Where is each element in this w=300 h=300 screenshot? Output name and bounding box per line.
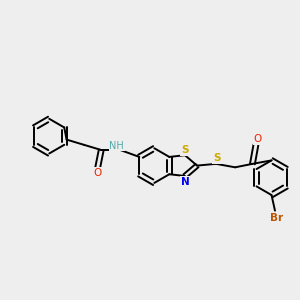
Text: S: S xyxy=(181,145,189,155)
Text: O: O xyxy=(254,134,262,144)
Text: S: S xyxy=(213,153,221,163)
Text: NH: NH xyxy=(110,141,124,151)
Text: O: O xyxy=(94,167,102,178)
Text: Br: Br xyxy=(270,212,283,223)
Text: N: N xyxy=(181,177,189,187)
